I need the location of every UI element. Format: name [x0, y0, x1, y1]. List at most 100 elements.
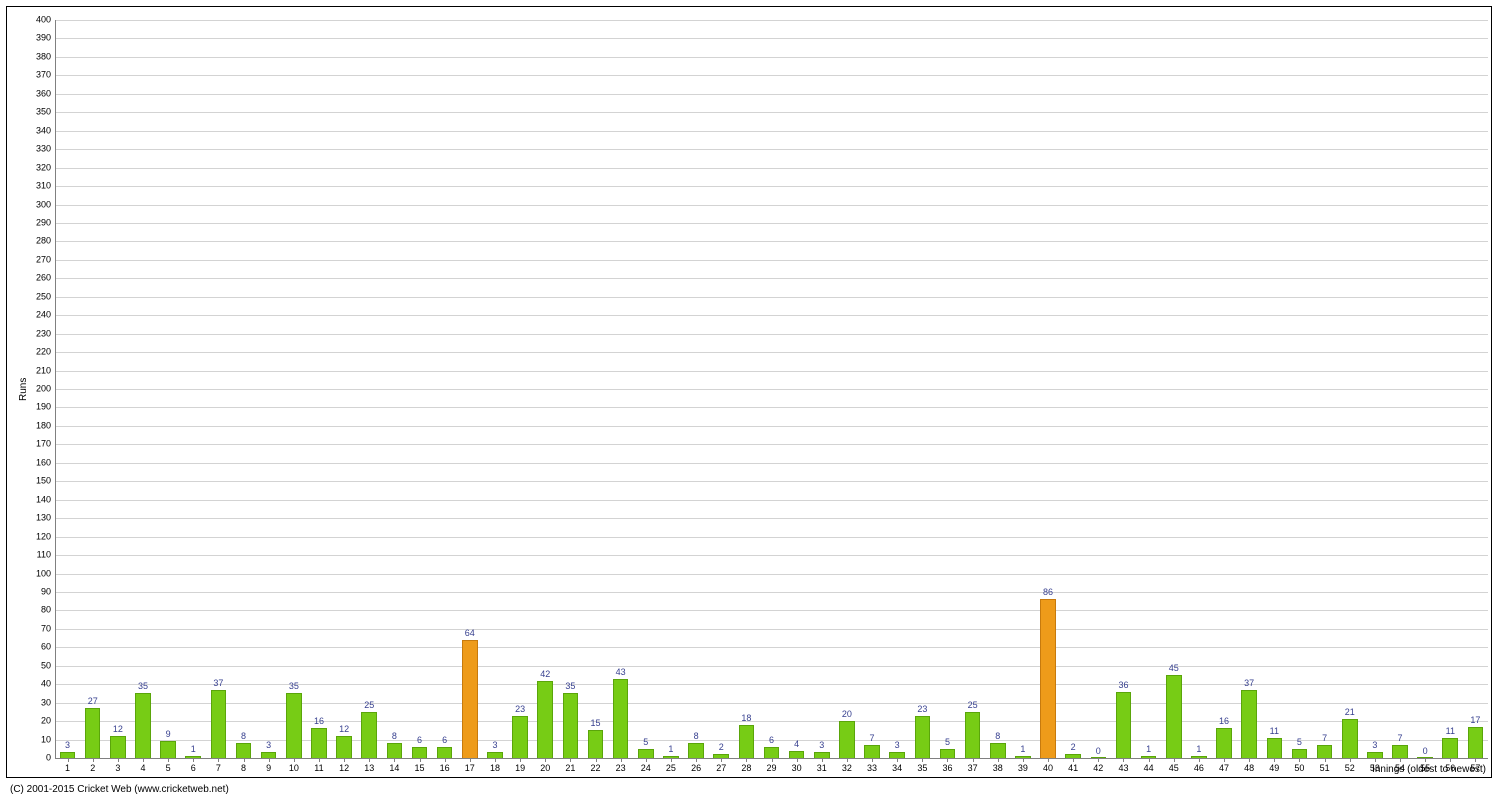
bar [336, 736, 352, 758]
xtick-label: 52 [1345, 764, 1355, 773]
bar-value-label: 8 [392, 732, 397, 741]
bar-value-label: 1 [1196, 745, 1201, 754]
xtick-label: 53 [1370, 764, 1380, 773]
xtick-label: 22 [591, 764, 601, 773]
xtick-mark [1350, 758, 1351, 762]
xtick-label: 6 [191, 764, 196, 773]
xtick-label: 26 [691, 764, 701, 773]
gridline [55, 278, 1488, 279]
bar-value-label: 1 [1020, 745, 1025, 754]
xtick-mark [1048, 758, 1049, 762]
bar [1267, 738, 1283, 758]
gridline [55, 666, 1488, 667]
gridline [55, 463, 1488, 464]
xtick-label: 19 [515, 764, 525, 773]
ytick-label: 310 [27, 182, 51, 191]
xtick-label: 27 [716, 764, 726, 773]
bar [110, 736, 126, 758]
xtick-mark [269, 758, 270, 762]
xtick-mark [143, 758, 144, 762]
xtick-label: 21 [565, 764, 575, 773]
bar-value-label: 9 [166, 730, 171, 739]
bar-value-label: 27 [88, 697, 98, 706]
bar [135, 693, 151, 758]
ytick-label: 70 [27, 624, 51, 633]
ytick-label: 260 [27, 274, 51, 283]
bar-value-label: 6 [417, 736, 422, 745]
bar-value-label: 1 [191, 745, 196, 754]
xtick-mark [646, 758, 647, 762]
bar [1166, 675, 1182, 758]
gridline [55, 629, 1488, 630]
bar [940, 749, 956, 758]
copyright-text: (C) 2001-2015 Cricket Web (www.cricketwe… [10, 784, 229, 795]
bar-value-label: 7 [1397, 734, 1402, 743]
ytick-label: 160 [27, 458, 51, 467]
xtick-label: 51 [1320, 764, 1330, 773]
ytick-label: 340 [27, 126, 51, 135]
bar [915, 716, 931, 758]
xtick-label: 40 [1043, 764, 1053, 773]
xtick-label: 9 [266, 764, 271, 773]
xtick-label: 28 [741, 764, 751, 773]
bar [1292, 749, 1308, 758]
xtick-mark [420, 758, 421, 762]
xtick-label: 13 [364, 764, 374, 773]
xtick-label: 14 [389, 764, 399, 773]
xtick-mark [545, 758, 546, 762]
xtick-label: 29 [766, 764, 776, 773]
xtick-label: 25 [666, 764, 676, 773]
bar-value-label: 45 [1169, 664, 1179, 673]
bar [1468, 727, 1484, 758]
xtick-mark [1375, 758, 1376, 762]
ytick-label: 130 [27, 514, 51, 523]
bar [789, 751, 805, 758]
xtick-label: 39 [1018, 764, 1028, 773]
xtick-mark [1274, 758, 1275, 762]
xtick-label: 16 [440, 764, 450, 773]
gridline [55, 481, 1488, 482]
bar [739, 725, 755, 758]
xtick-mark [1400, 758, 1401, 762]
xtick-label: 49 [1269, 764, 1279, 773]
gridline [55, 703, 1488, 704]
xtick-mark [68, 758, 69, 762]
bar-value-label: 3 [819, 741, 824, 750]
xtick-mark [1475, 758, 1476, 762]
xtick-label: 23 [616, 764, 626, 773]
gridline [55, 223, 1488, 224]
bar [1317, 745, 1333, 758]
xtick-mark [621, 758, 622, 762]
ytick-label: 290 [27, 218, 51, 227]
gridline [55, 260, 1488, 261]
xtick-label: 7 [216, 764, 221, 773]
bar [462, 640, 478, 758]
ytick-label: 250 [27, 292, 51, 301]
bar-value-label: 18 [741, 714, 751, 723]
xtick-mark [1073, 758, 1074, 762]
ytick-label: 180 [27, 421, 51, 430]
ytick-label: 350 [27, 108, 51, 117]
xtick-label: 32 [842, 764, 852, 773]
xtick-label: 2 [90, 764, 95, 773]
xtick-mark [470, 758, 471, 762]
xtick-mark [847, 758, 848, 762]
gridline [55, 592, 1488, 593]
gridline [55, 537, 1488, 538]
bar [236, 743, 252, 758]
xtick-mark [696, 758, 697, 762]
ytick-label: 60 [27, 643, 51, 652]
bar-value-label: 16 [1219, 717, 1229, 726]
ytick-label: 110 [27, 551, 51, 560]
gridline [55, 352, 1488, 353]
xtick-mark [168, 758, 169, 762]
bar-value-label: 3 [1372, 741, 1377, 750]
bar-value-label: 15 [591, 719, 601, 728]
gridline [55, 444, 1488, 445]
bar-value-label: 6 [769, 736, 774, 745]
bar-value-label: 11 [1270, 727, 1279, 736]
xtick-mark [1174, 758, 1175, 762]
bar [864, 745, 880, 758]
bar [1342, 719, 1358, 758]
gridline [55, 315, 1488, 316]
